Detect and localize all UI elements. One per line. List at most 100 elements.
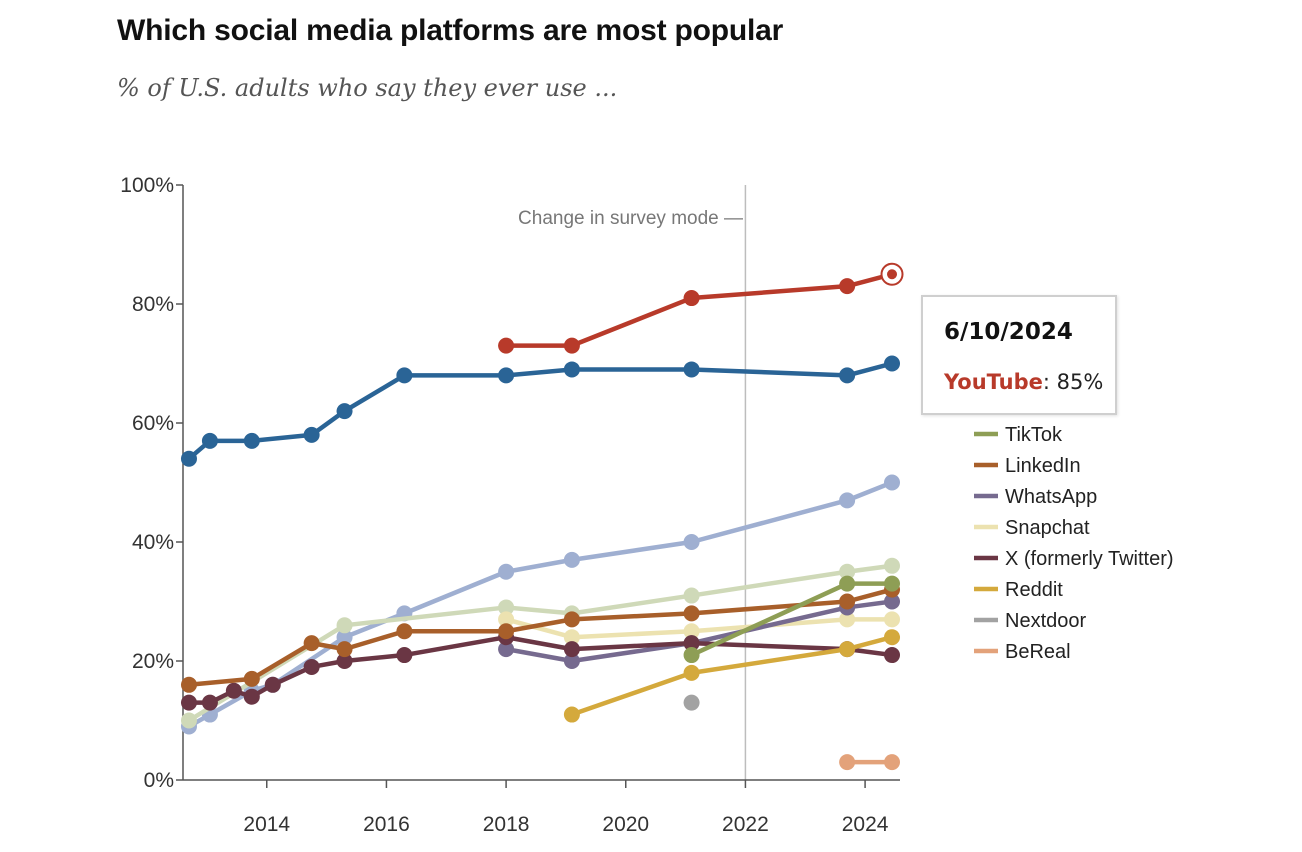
legend-label-nextdoor: Nextdoor (1005, 610, 1086, 632)
data-point[interactable] (884, 647, 901, 664)
data-point[interactable] (201, 694, 218, 711)
data-point[interactable] (180, 712, 197, 729)
y-tick-label: 60% (132, 412, 174, 435)
data-point[interactable] (396, 367, 413, 384)
y-tick-label: 40% (132, 531, 174, 554)
data-point[interactable] (243, 670, 260, 687)
series-tiktok (683, 575, 901, 664)
tooltip-date: 6/10/2024 (944, 319, 1073, 345)
legend-label-reddit: Reddit (1005, 579, 1063, 601)
y-tick-label: 100% (120, 174, 174, 197)
data-point[interactable] (683, 664, 700, 681)
data-point[interactable] (683, 290, 700, 307)
series-layer (180, 262, 904, 771)
data-point[interactable] (243, 432, 260, 449)
data-point[interactable] (683, 635, 700, 652)
data-point[interactable] (336, 653, 353, 669)
data-point[interactable] (887, 269, 898, 280)
legend: TikTok LinkedIn WhatsApp Snapchat X (formerl… (974, 424, 1174, 663)
series-line-youtube (503, 272, 895, 348)
data-point[interactable] (839, 754, 856, 771)
data-point[interactable] (839, 492, 856, 509)
data-point[interactable] (839, 641, 856, 658)
series-line-linkedin (186, 587, 895, 688)
data-point[interactable] (498, 641, 515, 658)
data-point[interactable] (180, 450, 197, 467)
data-point[interactable] (884, 754, 901, 771)
data-point[interactable] (563, 653, 580, 669)
data-point[interactable] (683, 623, 700, 640)
data-point[interactable] (563, 361, 580, 378)
y-tick-label: 0% (144, 769, 174, 792)
data-point[interactable] (884, 575, 901, 592)
x-tick-label: 2022 (722, 813, 769, 836)
tooltip-line: YouTube: 85% (944, 370, 1103, 394)
data-point[interactable] (884, 557, 901, 574)
series-facebook (180, 355, 901, 467)
data-point[interactable] (563, 706, 580, 723)
data-point[interactable] (303, 658, 320, 675)
data-point[interactable] (884, 629, 901, 646)
data-point[interactable] (498, 367, 515, 384)
data-point[interactable] (336, 403, 353, 420)
data-point[interactable] (498, 611, 515, 628)
data-point[interactable] (243, 688, 260, 705)
data-point[interactable] (839, 278, 856, 295)
data-point[interactable] (225, 682, 242, 699)
data-point[interactable] (683, 361, 700, 378)
data-point[interactable] (683, 605, 700, 622)
data-point[interactable] (683, 647, 700, 664)
x-tick-label: 2020 (602, 813, 649, 836)
series-snapchat (498, 611, 901, 646)
data-point[interactable] (336, 629, 353, 646)
chart-subtitle: % of U.S. adults who say they ever use .… (117, 74, 618, 102)
data-point[interactable] (839, 563, 856, 580)
y-tick-label: 80% (132, 293, 174, 316)
data-point[interactable] (839, 367, 856, 384)
axes-layer: 0% 20% 40% 60% 80% 100% 2014 2016 2018 2020 2022 20… (120, 174, 900, 836)
legend-label-snapchat: Snapchat (1005, 517, 1090, 539)
data-point[interactable] (839, 575, 856, 592)
data-point[interactable] (839, 611, 856, 628)
data-point[interactable] (563, 611, 580, 628)
series-reddit (563, 629, 901, 723)
data-point[interactable] (563, 551, 580, 568)
series-line-reddit (569, 634, 895, 717)
data-point[interactable] (201, 432, 218, 449)
chart-title: Which social media platforms are most po… (117, 14, 784, 47)
y-tick-label: 20% (132, 650, 174, 673)
series-nextdoor (683, 694, 700, 711)
data-point[interactable] (498, 599, 515, 616)
data-point[interactable] (336, 641, 353, 658)
legend-label-linkedin: LinkedIn (1005, 455, 1081, 477)
data-point[interactable] (884, 474, 901, 491)
data-point[interactable] (336, 617, 353, 634)
legend-label-x: X (formerly Twitter) (1005, 548, 1174, 570)
data-point[interactable] (563, 641, 580, 658)
data-point[interactable] (683, 587, 700, 604)
data-point[interactable] (396, 647, 413, 664)
data-point[interactable] (180, 694, 197, 711)
data-point[interactable] (683, 694, 700, 711)
data-point[interactable] (884, 593, 901, 610)
x-tick-label: 2024 (842, 813, 889, 836)
legend-label-tiktok: TikTok (1005, 424, 1063, 446)
data-point[interactable] (303, 426, 320, 443)
data-point[interactable] (264, 676, 281, 693)
legend-label-bereal: BeReal (1005, 641, 1071, 663)
data-point[interactable] (839, 593, 856, 610)
data-point[interactable] (180, 676, 197, 693)
data-point[interactable] (683, 534, 700, 550)
data-point[interactable] (884, 611, 901, 628)
data-point[interactable] (303, 635, 320, 652)
tooltip: 6/10/2024 YouTube: 85% (921, 295, 1117, 415)
data-point[interactable] (563, 337, 580, 354)
data-point[interactable] (498, 623, 515, 640)
data-point[interactable] (563, 629, 580, 646)
data-point[interactable] (884, 355, 901, 372)
data-point[interactable] (396, 623, 413, 640)
series-youtube (498, 262, 904, 354)
series-bereal (839, 754, 901, 771)
data-point[interactable] (498, 563, 515, 580)
data-point[interactable] (498, 337, 515, 354)
